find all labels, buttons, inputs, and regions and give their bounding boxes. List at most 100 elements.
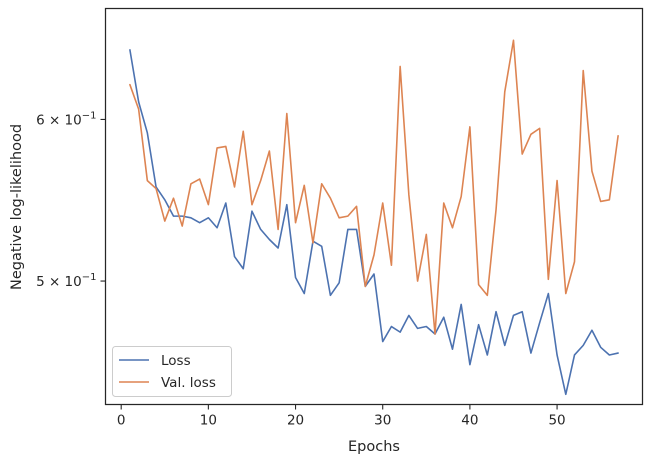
data-point-val-loss (198, 177, 201, 180)
data-point-val-loss (468, 125, 471, 128)
data-point-val-loss (154, 187, 157, 190)
legend: Loss Val. loss (112, 346, 232, 397)
data-point-loss (285, 203, 288, 206)
x-tick-label: 30 (374, 413, 391, 429)
data-point-val-loss (163, 219, 166, 222)
data-point-loss (460, 303, 463, 306)
data-point-loss (529, 351, 532, 354)
legend-box (112, 346, 232, 397)
data-point-loss (233, 255, 236, 258)
data-point-loss (582, 344, 585, 347)
data-point-loss (608, 353, 611, 356)
data-point-val-loss (303, 184, 306, 187)
data-point-loss (137, 100, 140, 103)
data-point-loss (538, 321, 541, 324)
x-tick-label: 20 (287, 413, 304, 429)
data-point-loss (407, 314, 410, 317)
data-point-val-loss (242, 130, 245, 133)
data-point-val-loss (215, 146, 218, 149)
data-point-loss (215, 226, 218, 229)
data-point-val-loss (608, 198, 611, 201)
data-point-val-loss (364, 285, 367, 288)
x-tick-label: 40 (461, 413, 478, 429)
data-point-loss (451, 348, 454, 351)
x-tick-label: 50 (548, 413, 565, 429)
data-point-loss (399, 331, 402, 334)
data-point-loss (372, 272, 375, 275)
data-point-val-loss (616, 134, 619, 137)
data-point-val-loss (346, 215, 349, 218)
data-point-loss (207, 216, 210, 219)
data-point-loss (224, 201, 227, 204)
data-point-loss (390, 325, 393, 328)
data-point-loss (381, 340, 384, 343)
x-tick-label: 0 (117, 413, 126, 429)
data-point-val-loss (477, 283, 480, 286)
y-tick-label: 6 × 10−1 (36, 110, 96, 128)
data-point-val-loss (320, 182, 323, 185)
data-point-loss (494, 310, 497, 313)
data-point-val-loss (268, 149, 271, 152)
data-point-val-loss (486, 294, 489, 297)
series-line-val-loss (129, 39, 619, 335)
data-point-loss (521, 310, 524, 313)
data-point-val-loss (381, 201, 384, 204)
data-point-loss (259, 228, 262, 231)
data-point-val-loss (146, 179, 149, 182)
data-point-val-loss (233, 185, 236, 188)
data-point-val-loss (521, 152, 524, 155)
data-point-val-loss (285, 112, 288, 115)
data-point-loss (294, 276, 297, 279)
data-point-val-loss (416, 279, 419, 282)
data-point-loss (486, 353, 489, 356)
data-point-loss (268, 238, 271, 241)
data-point-loss (599, 346, 602, 349)
axis-ticks: 0 10 20 30 40 50 5 × 10−1 6 × 10−1 (36, 110, 566, 428)
data-point-val-loss (547, 278, 550, 281)
data-point-val-loss (494, 208, 497, 211)
x-axis-label: Epochs (348, 439, 400, 455)
data-point-val-loss (189, 182, 192, 185)
data-point-val-loss (433, 332, 436, 335)
data-point-val-loss (259, 179, 262, 182)
data-point-val-loss (224, 145, 227, 148)
data-point-loss (320, 245, 323, 248)
data-point-loss (573, 353, 576, 356)
legend-label-loss: Loss (161, 353, 191, 369)
data-point-loss (547, 292, 550, 295)
data-point-loss (303, 292, 306, 295)
data-point-loss (555, 353, 558, 356)
data-point-loss (503, 344, 506, 347)
data-point-loss (416, 327, 419, 330)
data-point-loss (346, 228, 349, 231)
data-point-val-loss (538, 127, 541, 130)
data-point-loss (163, 198, 166, 201)
y-axis-label: Negative log-likelihood (9, 124, 25, 290)
data-point-val-loss (529, 133, 532, 136)
data-point-val-loss (442, 201, 445, 204)
plot-area (128, 39, 619, 396)
data-point-val-loss (390, 264, 393, 267)
data-point-val-loss (599, 200, 602, 203)
data-point-val-loss (564, 292, 567, 295)
data-point-val-loss (555, 179, 558, 182)
data-point-loss (616, 351, 619, 354)
data-point-loss (172, 215, 175, 218)
data-point-val-loss (451, 226, 454, 229)
data-point-val-loss (460, 195, 463, 198)
data-point-loss (590, 329, 593, 332)
y-tick-label: 5 × 10−1 (36, 272, 96, 290)
data-point-loss (425, 325, 428, 328)
data-point-loss (189, 216, 192, 219)
series-line-loss (129, 49, 619, 396)
legend-label-val-loss: Val. loss (161, 375, 216, 391)
data-point-loss (242, 267, 245, 270)
data-point-val-loss (399, 65, 402, 68)
data-point-val-loss (277, 228, 280, 231)
data-point-loss (338, 281, 341, 284)
data-point-val-loss (128, 83, 131, 86)
data-point-val-loss (407, 193, 410, 196)
data-point-val-loss (573, 260, 576, 263)
data-point-loss (512, 314, 515, 317)
